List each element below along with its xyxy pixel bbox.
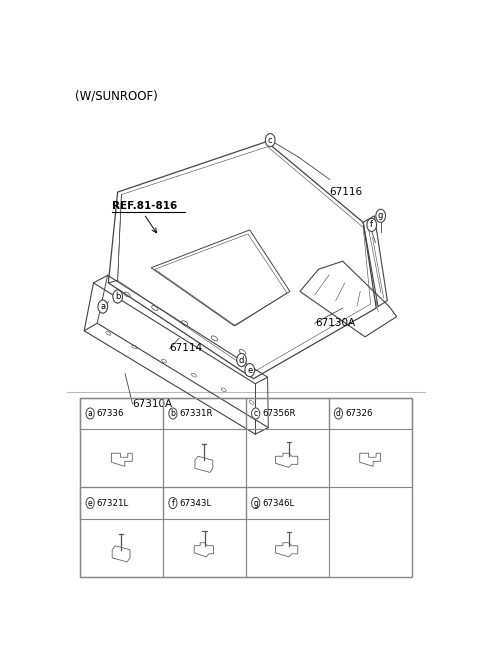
Text: 67336: 67336 — [97, 409, 124, 418]
Text: 67331R: 67331R — [180, 409, 213, 418]
Circle shape — [265, 134, 275, 147]
Bar — [163, 487, 246, 519]
Text: 67343L: 67343L — [180, 498, 212, 508]
Text: e: e — [88, 498, 93, 508]
Circle shape — [86, 497, 94, 508]
Text: f: f — [370, 220, 373, 229]
Text: 67116: 67116 — [330, 187, 363, 197]
Bar — [163, 398, 246, 487]
Bar — [163, 487, 246, 577]
Text: a: a — [100, 302, 105, 311]
Bar — [246, 398, 329, 429]
Text: c: c — [253, 409, 258, 418]
Text: e: e — [247, 365, 252, 375]
Circle shape — [335, 408, 343, 419]
Bar — [246, 398, 329, 487]
Circle shape — [169, 497, 177, 508]
Circle shape — [252, 408, 260, 419]
Text: 67326: 67326 — [345, 409, 372, 418]
Bar — [329, 398, 411, 487]
Text: f: f — [171, 498, 174, 508]
Text: g: g — [253, 498, 258, 508]
Text: (W/SUNROOF): (W/SUNROOF) — [75, 90, 157, 103]
Bar — [81, 398, 163, 487]
Text: REF.81-816: REF.81-816 — [112, 200, 177, 211]
Text: 67321L: 67321L — [97, 498, 129, 508]
Bar — [163, 398, 246, 429]
Text: 67114: 67114 — [170, 343, 203, 354]
Text: c: c — [268, 136, 273, 145]
Bar — [81, 398, 163, 429]
Circle shape — [86, 408, 94, 419]
Circle shape — [98, 300, 108, 313]
Text: 67310A: 67310A — [132, 399, 173, 409]
Text: 67346L: 67346L — [263, 498, 295, 508]
Text: d: d — [336, 409, 341, 418]
Bar — [81, 487, 163, 577]
Text: b: b — [170, 409, 175, 418]
Text: d: d — [239, 356, 244, 365]
Circle shape — [367, 218, 377, 231]
Circle shape — [245, 364, 254, 377]
Circle shape — [113, 290, 122, 303]
Text: b: b — [115, 292, 120, 301]
Circle shape — [376, 209, 385, 222]
Circle shape — [169, 408, 177, 419]
Circle shape — [252, 497, 260, 508]
Bar — [246, 487, 329, 577]
Bar — [329, 398, 411, 429]
Bar — [81, 487, 163, 519]
Text: g: g — [378, 212, 384, 220]
Text: 67130A: 67130A — [315, 318, 355, 328]
Bar — [246, 487, 329, 519]
Text: 67356R: 67356R — [263, 409, 296, 418]
Bar — [81, 398, 411, 577]
Text: a: a — [88, 409, 93, 418]
Circle shape — [237, 354, 246, 367]
